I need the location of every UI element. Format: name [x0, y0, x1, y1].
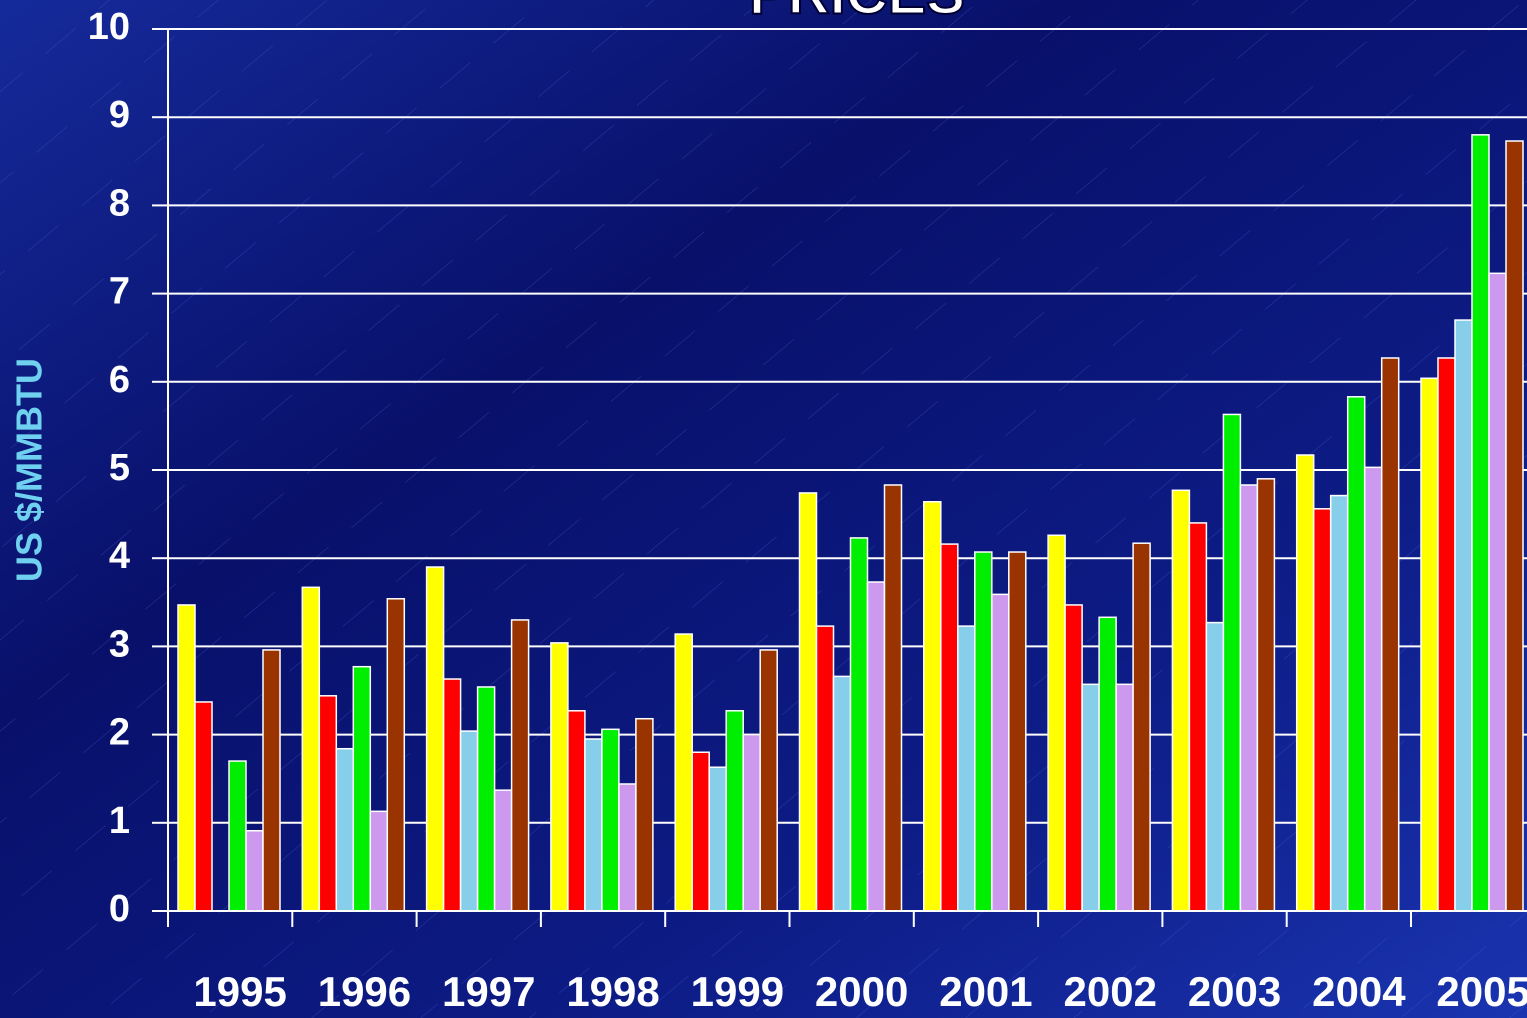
bar — [1380, 357, 1400, 912]
bar — [228, 760, 247, 912]
y-tick-label: 9 — [109, 94, 130, 136]
bar — [584, 738, 603, 912]
bar — [301, 586, 321, 912]
bar — [1171, 489, 1191, 912]
bar — [601, 728, 620, 912]
x-tick-label: 2002 — [1064, 968, 1157, 1015]
x-tick-label: 1995 — [193, 968, 286, 1015]
x-tick-label: 2000 — [815, 968, 908, 1015]
bar — [1064, 604, 1083, 912]
bar — [991, 593, 1010, 912]
y-tick-label: 3 — [109, 623, 130, 665]
y-tick-label: 7 — [109, 271, 130, 313]
bar — [567, 710, 586, 912]
x-tick-label: 1996 — [318, 968, 411, 1015]
x-tick-label: 2003 — [1188, 968, 1281, 1015]
y-tick-label: 8 — [109, 182, 130, 224]
bar — [940, 543, 959, 912]
bar — [459, 730, 479, 912]
bar — [1471, 134, 1490, 912]
bar — [386, 598, 406, 912]
bar — [1256, 478, 1276, 912]
bar — [674, 633, 693, 912]
bar — [1488, 272, 1507, 912]
bar — [1454, 319, 1473, 912]
bar — [742, 733, 761, 912]
bar — [262, 649, 281, 912]
bar — [866, 581, 886, 912]
bar — [369, 810, 389, 912]
bar — [832, 675, 852, 912]
bar — [1132, 542, 1151, 912]
bar — [177, 604, 196, 912]
y-tick-label: 4 — [109, 535, 130, 577]
x-tick-label: 1999 — [691, 968, 784, 1015]
bar — [442, 678, 462, 912]
bar — [493, 789, 513, 912]
y-axis-label: US $/MMBTU — [9, 358, 50, 582]
bar — [798, 492, 818, 912]
x-tick-label: 2001 — [939, 968, 1032, 1015]
bar — [1008, 551, 1027, 912]
y-tick-label: 1 — [109, 800, 130, 842]
bar — [815, 625, 835, 912]
bar — [1437, 357, 1456, 912]
bar — [245, 829, 264, 912]
bar — [1312, 508, 1332, 912]
y-tick-label: 0 — [109, 888, 130, 930]
bar — [476, 686, 496, 912]
bar — [759, 649, 778, 912]
bar — [883, 484, 903, 912]
bar — [691, 751, 710, 912]
x-tick-label: 2005 — [1436, 968, 1527, 1015]
bar — [1363, 466, 1383, 912]
x-tick-label: 1998 — [566, 968, 659, 1015]
bar — [1115, 683, 1134, 912]
bar — [1188, 522, 1208, 912]
bar — [425, 566, 445, 912]
y-tick-label: 10 — [88, 6, 130, 48]
bar — [957, 625, 976, 912]
bar — [849, 537, 869, 912]
bar — [1081, 683, 1100, 912]
bar — [974, 551, 993, 912]
y-tick-label: 5 — [109, 447, 130, 489]
bar — [708, 766, 727, 912]
bar — [1205, 621, 1225, 912]
bar — [1505, 140, 1524, 912]
bar — [335, 747, 355, 912]
bar — [725, 710, 744, 912]
chart-title: PRICES — [749, 0, 965, 26]
x-tick-label: 2004 — [1312, 968, 1406, 1015]
bar — [510, 619, 530, 912]
bar — [1098, 616, 1117, 912]
bar — [1346, 396, 1366, 912]
bar — [1222, 413, 1242, 912]
bar — [923, 501, 942, 912]
y-tick-label: 6 — [109, 359, 130, 401]
bar — [1329, 494, 1349, 912]
bar — [618, 783, 637, 912]
bar — [318, 695, 338, 912]
bar — [635, 717, 654, 912]
bar — [1047, 534, 1066, 912]
bar — [194, 701, 213, 912]
bar — [1239, 484, 1259, 912]
bar — [352, 665, 372, 912]
bar — [1420, 377, 1439, 912]
x-tick-label: 1997 — [442, 968, 535, 1015]
bar — [550, 642, 569, 912]
y-tick-label: 2 — [109, 712, 130, 754]
bar — [1295, 454, 1315, 912]
